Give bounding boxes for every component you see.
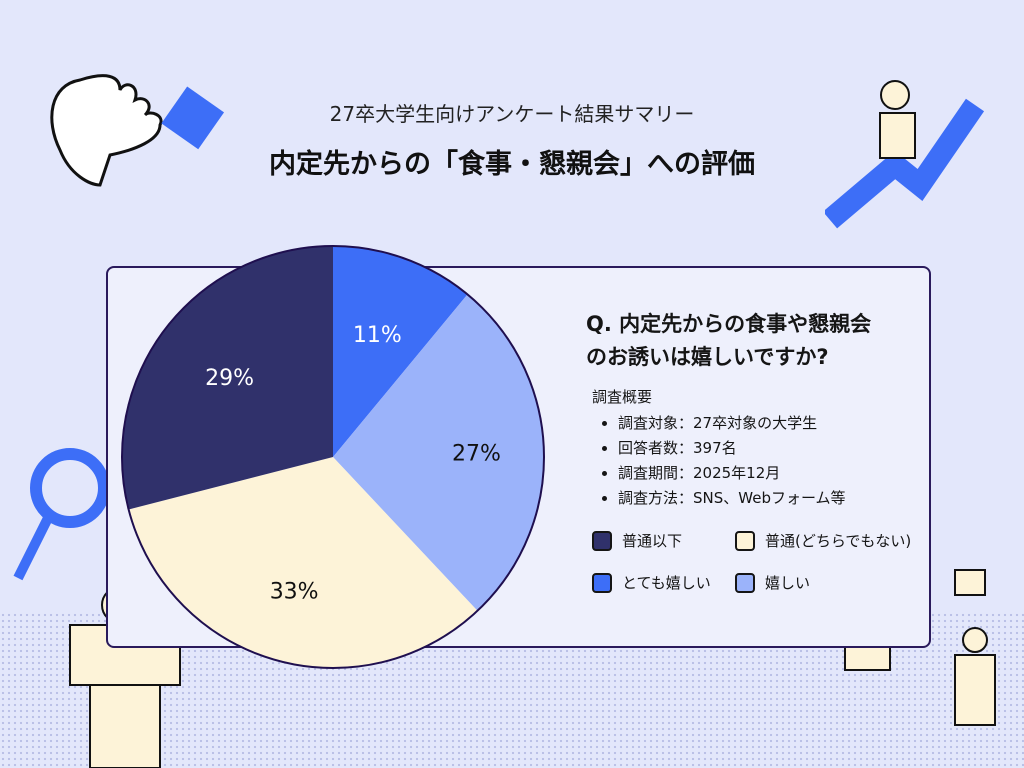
thumbs-down-puzzle-illustration [50,74,225,187]
legend-label: 嬉しい [765,574,811,592]
question-text: Q. 内定先からの食事や懇親会 のお誘いは嬉しいですか? [586,308,916,374]
legend-item: 普通以下 [592,530,682,551]
pie-slice-2 [333,294,545,611]
pie-data-label: 33% [270,580,319,605]
pie-slice-1 [333,246,468,457]
legend-item: 嬉しい [735,572,810,593]
legend-label: 普通(どちらでもない) [765,532,912,550]
survey-overview: 調査概要 調査対象：27卒対象の大学生 回答者数：397名 調査期間：2025年… [592,386,846,511]
legend-swatch [735,530,755,551]
overview-item: 調査方法：SNS、Webフォーム等 [618,486,846,511]
legend-swatch [592,572,612,593]
overview-heading: 調査概要 [592,388,653,406]
pie-slice-3 [128,457,478,668]
legend-swatch [735,572,755,593]
legend-item: とても嬉しい [592,572,711,593]
overview-item: 調査対象：27卒対象の大学生 [618,411,846,436]
question-line-2: のお誘いは嬉しいですか? [586,345,829,369]
overview-item: 回答者数：397名 [618,436,846,461]
pie-data-label: 29% [205,366,254,391]
question-line-1: Q. 内定先からの食事や懇親会 [586,312,872,336]
legend-label: とても嬉しい [622,574,711,592]
pie-data-label: 11% [353,323,402,348]
legend-swatch [592,530,612,551]
legend-label: 普通以下 [622,532,683,550]
overview-item: 調査期間：2025年12月 [618,461,846,486]
person-arrow-illustration [825,80,985,229]
pie-outline [121,245,545,669]
page-title: 内定先からの「食事・懇親会」への評価 [269,149,755,180]
pie-data-label: 27% [452,441,501,466]
survey-subtitle: 27卒大学生向けアンケート結果サマリー [329,102,695,126]
legend-item: 普通(どちらでもない) [735,530,911,551]
pie-slice-4 [122,246,333,510]
